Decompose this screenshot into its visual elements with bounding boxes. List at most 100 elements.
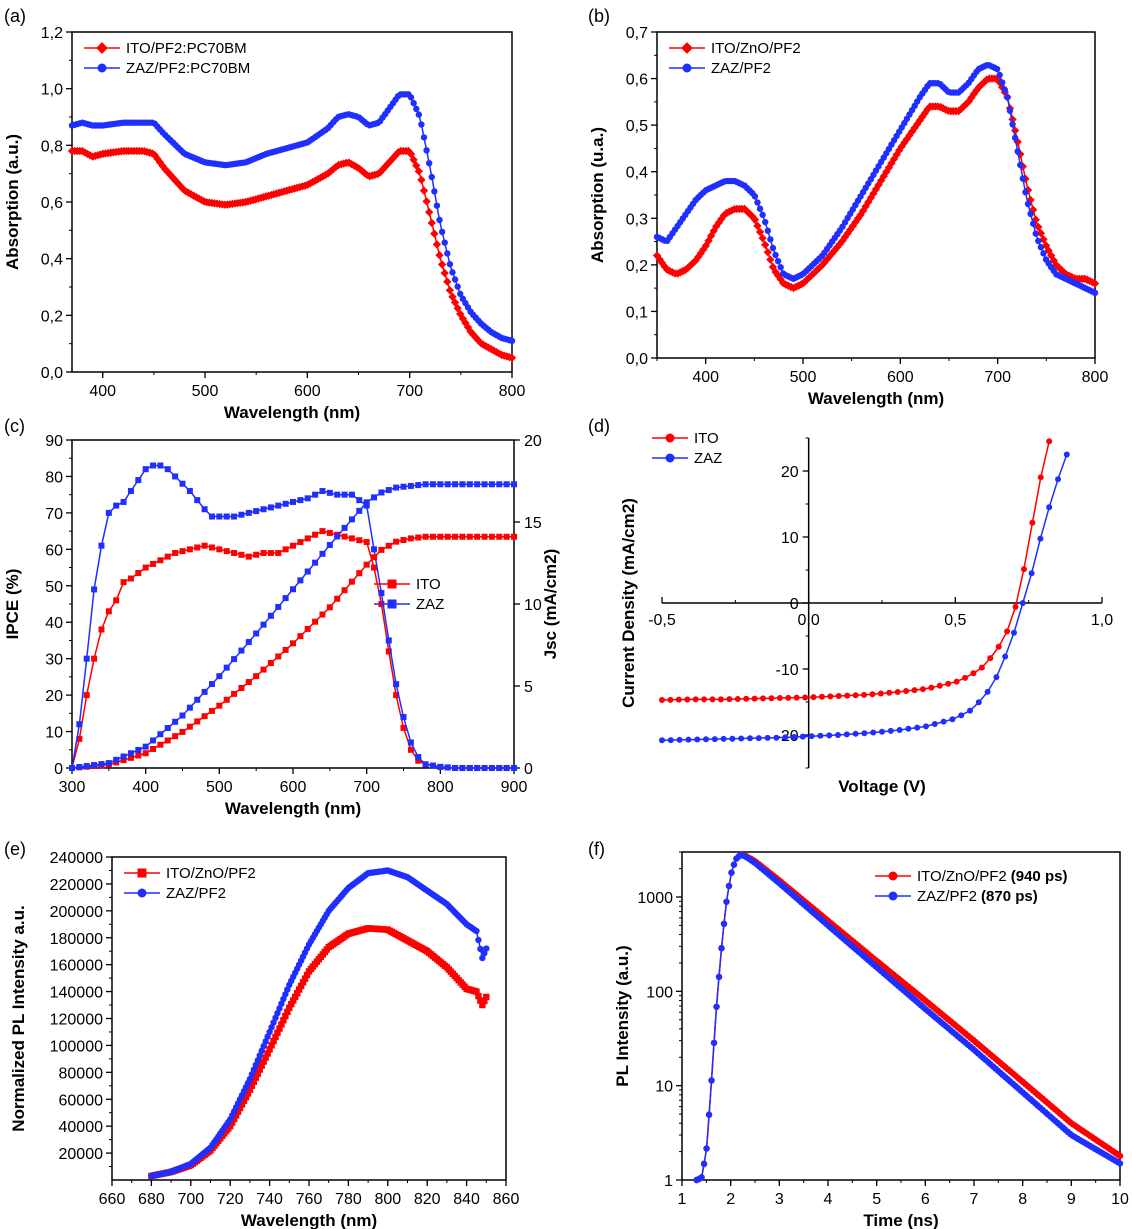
data-point [157,462,164,469]
data-point [127,575,134,582]
x-tick-label: 3 [775,1191,784,1208]
x-tick-label: 1,0 [1091,612,1113,629]
y-axis-label: Current Density (mA/cm2) [619,498,638,708]
data-point [275,653,282,660]
legend-entry: ZAZ/PF2 [711,60,771,77]
data-point [738,735,745,742]
panel-label-e: (e) [4,839,26,859]
x-axis-label: Wavelength (nm) [241,1211,377,1229]
data-point [393,538,400,545]
data-point [761,240,770,250]
data-point [201,506,208,513]
series-e-1 [148,867,490,1180]
data-point [319,488,326,495]
data-point [127,488,134,495]
data-point [120,498,127,505]
data-point [441,239,448,246]
x-axis-label: Wavelength (nm) [224,403,360,422]
data-point [725,882,733,890]
data-point [799,733,806,740]
x-tick-label: 600 [280,779,307,796]
x-tick-label: 400 [89,383,116,400]
data-point [466,481,473,488]
data-point [1047,251,1056,260]
data-point [454,283,461,290]
data-point [348,535,355,542]
y-tick-label: 30 [45,652,63,669]
data-point [437,533,444,540]
data-point [105,760,112,767]
data-point [290,498,296,505]
data-point [483,945,490,952]
data-point [194,696,201,703]
x-tick-label: 1 [678,1191,687,1208]
data-point [135,746,142,753]
data-point [1020,566,1027,573]
legend-entry: ZAZ [416,596,444,613]
data-point [413,105,420,113]
data-point [459,765,466,771]
data-point [341,587,348,594]
data-point [412,161,421,170]
y-tick-label: 240000 [50,850,103,867]
legend-marker [387,579,397,589]
data-point [1001,86,1009,94]
data-point [835,732,841,738]
data-point [810,694,817,701]
legend-entry: ZAZ/PF2 [166,885,226,902]
panel-label-a: (a) [4,6,26,26]
data-point [1046,504,1053,511]
series-line [151,869,487,1177]
data-point [911,687,918,694]
y-tick-label: -10 [776,662,799,679]
data-point [253,630,260,637]
x-tick-label: 500 [206,779,233,796]
data-point [341,533,348,540]
data-point [776,695,783,702]
x-axis-label: Wavelength (nm) [808,389,944,408]
data-point [993,674,1000,681]
data-point [142,466,149,473]
x-axis-label: Voltage (V) [838,777,926,796]
data-point [135,570,142,577]
data-point [782,734,789,741]
y-right-axis-label: Jsc (mA/cm2) [541,549,560,660]
data-point [428,173,435,181]
data-point [726,696,733,703]
data-point [435,251,444,260]
y-tick-label: 120000 [50,1012,103,1029]
data-point [488,533,495,540]
data-point [914,724,921,731]
data-point [474,765,481,771]
data-point [958,712,965,719]
x-tick-label: 10 [1111,1191,1129,1208]
data-point [1027,210,1034,218]
data-point [422,197,431,206]
data-point [150,560,157,567]
data-point [326,529,333,536]
x-tick-label: 720 [217,1191,244,1208]
data-point [743,695,750,702]
legend-entry: ITO [694,430,719,447]
data-point [429,533,436,540]
data-point [407,482,414,489]
data-point [751,193,759,200]
data-point [282,500,289,507]
data-point [755,735,762,742]
data-point [179,712,186,719]
data-point [440,268,449,278]
x-tick-label: 400 [132,779,159,796]
y-tick-label: 0,6 [41,195,63,212]
series-d-1 [659,451,1070,744]
data-point [1035,237,1042,245]
data-point [120,579,127,586]
data-point [356,497,363,504]
data-point [363,561,370,568]
data-point [710,1039,718,1047]
data-point [703,1145,710,1152]
data-point [1014,148,1021,155]
data-point [764,734,771,741]
data-point [83,763,90,770]
data-point [223,696,230,703]
data-point [928,684,935,691]
